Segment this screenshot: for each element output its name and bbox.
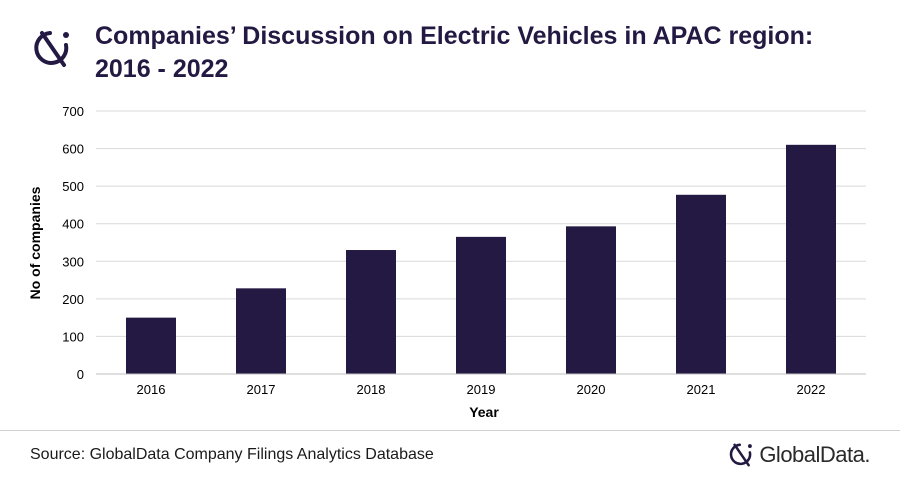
y-tick-label: 400 — [62, 217, 84, 232]
globaldata-logo-icon — [34, 31, 69, 67]
brand-name: GlobalData. — [759, 442, 870, 467]
bar-2022 — [786, 144, 836, 374]
brand-logo: GlobalData. — [727, 440, 870, 470]
chart-title: Companies’ Discussion on Electric Vehicl… — [95, 20, 885, 86]
x-axis-ticks: 2016 2017 2018 2019 2020 2021 2022 — [137, 382, 826, 397]
bar-2020 — [566, 226, 616, 374]
title-line-2: 2016 - 2022 — [95, 55, 229, 83]
x-tick-label: 2021 — [687, 382, 716, 397]
y-tick-label: 0 — [77, 367, 84, 382]
footer-divider — [0, 430, 900, 431]
y-tick-label: 700 — [62, 104, 84, 119]
x-tick-label: 2019 — [467, 382, 496, 397]
x-tick-label: 2020 — [577, 382, 606, 397]
y-tick-label: 200 — [62, 292, 84, 307]
x-tick-label: 2022 — [797, 382, 826, 397]
globaldata-logo-icon — [730, 443, 753, 467]
x-axis-label: Year — [469, 404, 499, 420]
x-tick-label: 2016 — [137, 382, 166, 397]
y-axis-ticks: 0 100 200 300 400 500 600 700 — [62, 104, 84, 382]
bar-2018 — [346, 250, 396, 374]
bar-2021 — [676, 194, 726, 374]
y-tick-label: 500 — [62, 179, 84, 194]
x-tick-label: 2017 — [247, 382, 276, 397]
y-tick-label: 600 — [62, 142, 84, 157]
bar-2017 — [236, 288, 286, 374]
bars — [126, 144, 836, 374]
title-line-1: Companies’ Discussion on Electric Vehicl… — [95, 22, 814, 50]
x-tick-label: 2018 — [357, 382, 386, 397]
bar-2019 — [456, 236, 506, 374]
source-note: Source: GlobalData Company Filings Analy… — [30, 446, 434, 463]
y-tick-label: 300 — [62, 254, 84, 269]
y-tick-label: 100 — [62, 329, 84, 344]
y-axis-label: No of companies — [27, 186, 43, 299]
bar-2016 — [126, 317, 176, 374]
